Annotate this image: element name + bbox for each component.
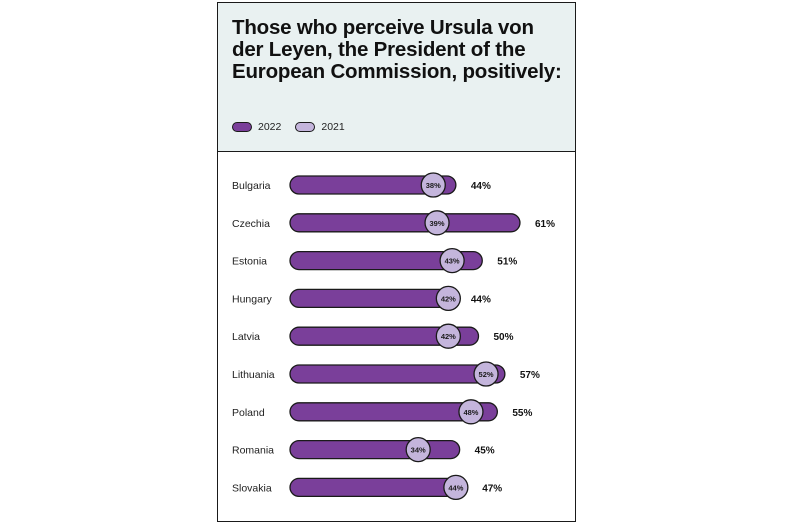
category-label-hungary: Hungary [232, 293, 272, 305]
category-label-romania: Romania [232, 445, 274, 457]
marker-label-2021-slovakia: 44% [448, 483, 463, 492]
bar-2022-bulgaria [289, 175, 457, 195]
chart-row-hungary: Hungary 44% 42% [232, 285, 491, 312]
chart-row-poland: Poland 55% 48% [232, 399, 532, 425]
value-label-2022-estonia: 51% [497, 257, 517, 268]
legend-item-2021: 2021 [295, 121, 345, 133]
bar-2022-estonia [289, 250, 483, 271]
legend-swatch-2021 [295, 122, 316, 132]
chart-row-estonia: Estonia 51% 43% [232, 247, 517, 274]
bar-2022-lithuania [289, 364, 506, 384]
bar-2022-hungary [289, 288, 457, 309]
chart-row-czechia: Czechia 61% 39% [232, 210, 555, 236]
legend-label-2021: 2021 [321, 121, 345, 133]
value-label-2022-lithuania: 57% [520, 370, 540, 381]
category-label-latvia: Latvia [232, 331, 260, 343]
marker-label-2021-czechia: 39% [430, 219, 445, 228]
marker-2021-estonia [439, 247, 465, 274]
bar-2022-romania [289, 439, 461, 460]
marker-2021-bulgaria [420, 172, 446, 198]
value-label-2022-bulgaria: 44% [471, 181, 491, 192]
marker-2021-slovakia [443, 474, 469, 501]
marker-label-2021-lithuania: 52% [479, 370, 494, 379]
marker-2021-latvia [435, 323, 461, 349]
value-label-2022-romania: 45% [475, 446, 495, 457]
legend: 2022 2021 [232, 121, 345, 133]
bar-2022-slovakia [289, 477, 468, 498]
bar-2022-poland [289, 402, 499, 422]
marker-label-2021-bulgaria: 38% [426, 181, 441, 190]
bar-2022-czechia [289, 213, 521, 233]
marker-label-2021-romania: 34% [411, 446, 426, 455]
chart-card: Those who perceive Ursula von der Leyen,… [217, 2, 576, 522]
chart-row-bulgaria: Bulgaria 44% 38% [232, 172, 491, 198]
marker-2021-poland [458, 399, 484, 425]
marker-label-2021-estonia: 43% [445, 257, 460, 266]
category-label-estonia: Estonia [232, 256, 267, 268]
marker-2021-hungary [435, 285, 461, 312]
value-label-2022-poland: 55% [512, 408, 532, 419]
chart-header: Those who perceive Ursula von der Leyen,… [218, 3, 575, 152]
chart-row-romania: Romania 45% 34% [232, 436, 495, 463]
value-label-2022-czechia: 61% [535, 219, 555, 230]
chart-row-lithuania: Lithuania 57% 52% [232, 361, 540, 387]
marker-label-2021-hungary: 42% [441, 294, 456, 303]
category-label-czechia: Czechia [232, 218, 270, 230]
value-label-2022-hungary: 44% [471, 294, 491, 305]
value-label-2022-slovakia: 47% [482, 483, 502, 494]
category-label-slovakia: Slovakia [232, 482, 272, 494]
legend-label-2022: 2022 [258, 121, 282, 133]
legend-item-2022: 2022 [232, 121, 281, 133]
category-label-bulgaria: Bulgaria [232, 180, 271, 192]
marker-label-2021-poland: 48% [463, 408, 478, 417]
marker-2021-czechia [424, 210, 450, 236]
bar-chart-plot: Bulgaria 44% 38% Czechia 61% 39% Estonia 51% 43%… [232, 172, 555, 501]
value-label-2022-latvia: 50% [494, 332, 514, 343]
category-label-lithuania: Lithuania [232, 369, 275, 381]
chart-row-latvia: Latvia 50% 42% [232, 323, 514, 349]
chart-title: Those who perceive Ursula von der Leyen,… [232, 16, 562, 83]
marker-2021-lithuania [473, 361, 499, 387]
bar-2022-latvia [289, 326, 480, 346]
marker-label-2021-latvia: 42% [441, 332, 456, 341]
legend-swatch-2022 [232, 122, 252, 132]
marker-2021-romania [405, 436, 431, 463]
chart-row-slovakia: Slovakia 47% 44% [232, 474, 502, 501]
category-label-poland: Poland [232, 407, 265, 419]
